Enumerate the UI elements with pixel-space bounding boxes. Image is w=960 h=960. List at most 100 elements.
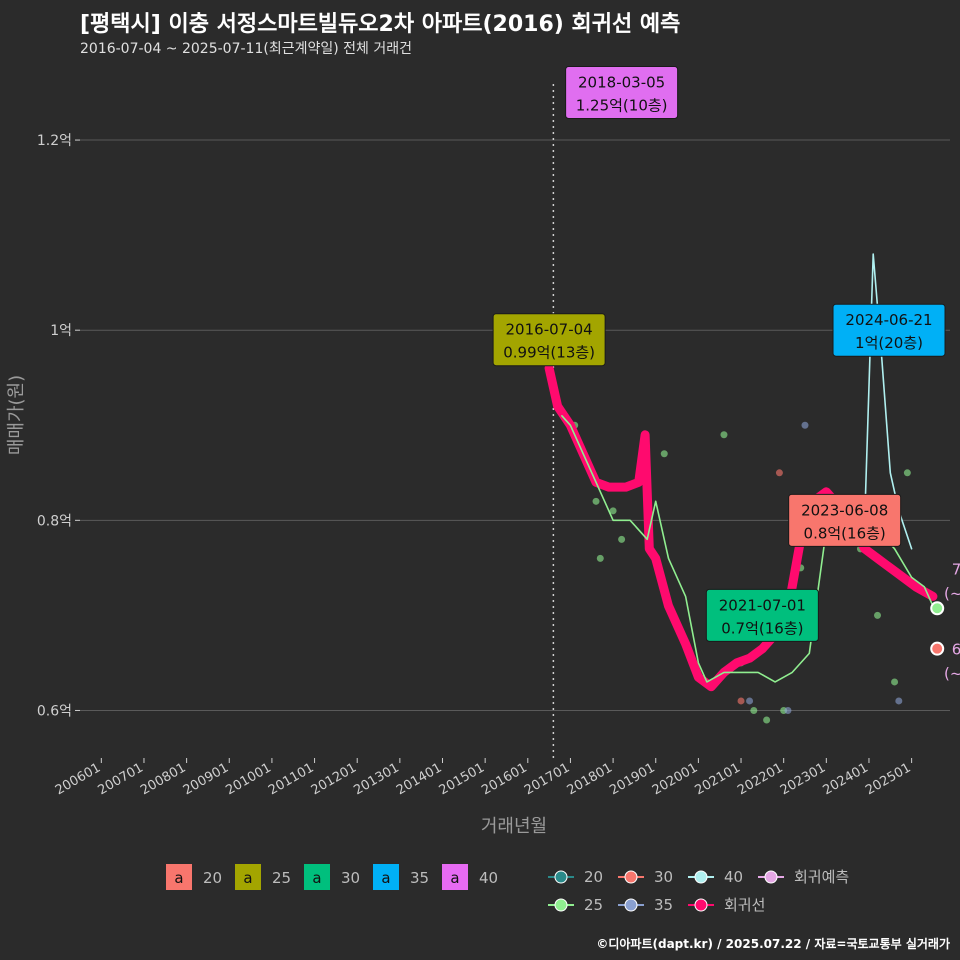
annotation-box [705, 588, 819, 642]
x-tick-label: 200801 [138, 760, 188, 798]
legend-line-text: 30 [654, 868, 673, 886]
chart-title: [평택시] 이충 서정스마트빌듀오2차 아파트(2016) 회귀선 예측 [80, 12, 681, 37]
x-tick-label: 201001 [223, 760, 273, 798]
scatter-point [737, 697, 745, 705]
annotation-label: 2023-06-08 0.8억(16층) [788, 493, 902, 547]
legend-label-swatch [304, 864, 330, 890]
annotation-value: 0.8억(16층) [804, 524, 886, 542]
legend-label-swatch [442, 864, 468, 890]
legend-line-marker [694, 898, 708, 912]
annotation-date: 2023-06-08 [801, 501, 888, 519]
scatter-point [720, 431, 728, 439]
x-tick-label: 200601 [53, 760, 103, 798]
legend-label-text: 35 [410, 869, 429, 887]
scatter-point [609, 507, 617, 515]
scatter-point [592, 497, 600, 505]
x-tick-label: 201701 [522, 760, 572, 798]
annotations: 2018-03-05 1.25억(10층) 2016-07-04 0.99억(13층)… [492, 66, 946, 642]
legend-label-text: 40 [479, 869, 498, 887]
x-axis-title: 거래년월 [481, 816, 547, 837]
x-tick-label: 200701 [95, 760, 145, 798]
x-tick-label: 202501 [863, 760, 913, 798]
legend-label-swatch [373, 864, 399, 890]
annotation-label: 2024-06-21 1억(20층) [832, 303, 946, 357]
prediction-marker [930, 641, 945, 656]
x-tick-label: 201101 [266, 760, 316, 798]
annotation-box [832, 303, 946, 357]
scatter-point [775, 469, 783, 477]
scatter-point [750, 706, 758, 714]
x-tick-label: 200901 [181, 760, 231, 798]
legend-label-glyph: a [381, 869, 390, 887]
legend-label-text: 20 [203, 869, 222, 887]
annotation-date: 2024-06-21 [845, 311, 932, 329]
prediction-marker [930, 601, 945, 616]
prediction-value: 7,075 [952, 560, 960, 578]
legend-line-text: 20 [584, 868, 603, 886]
legend-line-marker [764, 870, 778, 884]
scatter-point [784, 706, 792, 714]
prediction-value: 6,650 [952, 641, 960, 659]
x-tick-label: 201801 [565, 760, 615, 798]
annotation-box [492, 313, 606, 367]
footer-credit: ©디아파트(dapt.kr) / 2025.07.22 / 자료=국토교통부 실… [596, 937, 950, 951]
legend-line-text: 35 [654, 896, 673, 914]
x-tick-label: 202001 [650, 760, 700, 798]
annotation-box [788, 493, 902, 547]
legend-line-text: 회귀선 [724, 896, 765, 914]
legend-line-text: 40 [724, 868, 743, 886]
legend-label-glyph: a [312, 869, 321, 887]
legend-label-text: 30 [341, 869, 360, 887]
prediction-area: (~30㎡) [944, 665, 960, 683]
predictions: 7,075 (~25㎡) 6,650 (~30㎡) [930, 560, 960, 683]
y-tick-label: 1.2억 [37, 133, 72, 149]
annotation-value: 0.99억(13층) [503, 344, 595, 362]
legend-label-swatch [166, 864, 192, 890]
scatter-point [891, 678, 899, 686]
annotation-box [565, 66, 679, 120]
legend-label-text: 25 [272, 869, 291, 887]
series-line-25 [561, 415, 934, 683]
legend-line-text: 회귀예측 [794, 868, 849, 886]
grid-lines [80, 84, 950, 758]
annotation-value: 0.7억(16층) [721, 619, 803, 637]
legend-line-marker [694, 870, 708, 884]
y-axis: 0.6억 0.8억 1억 1.2억 [37, 133, 80, 719]
x-tick-label: 201401 [394, 760, 444, 798]
x-tick-label: 202101 [693, 760, 743, 798]
legend-line-marker [624, 898, 638, 912]
legend-line-marker [554, 898, 568, 912]
scatter-point [895, 697, 903, 705]
legend-line-text: 25 [584, 896, 603, 914]
scatter-point [763, 716, 771, 724]
x-tick-label: 201501 [437, 760, 487, 798]
legend-line-marker [554, 870, 568, 884]
annotation-label: 2018-03-05 1.25억(10층) [565, 66, 679, 120]
x-tick-label: 202301 [778, 760, 828, 798]
legend: a 20 a 25 a 30 a 35 a 40 20 30 40 회귀예측 25 35 회귀선 [166, 864, 849, 914]
legend-label-swatch [235, 864, 261, 890]
y-axis-title: 매매가(원) [6, 375, 27, 455]
legend-line-marker [624, 870, 638, 884]
scatter-point [618, 535, 626, 543]
chart-subtitle: 2016-07-04 ~ 2025-07-11(최근계약일) 전체 거래건 [80, 41, 412, 57]
legend-label-glyph: a [174, 869, 183, 887]
x-tick-label: 201601 [479, 760, 529, 798]
annotation-date: 2018-03-05 [578, 74, 665, 92]
scatter-point [660, 450, 668, 458]
y-tick-label: 0.6억 [37, 703, 72, 719]
annotation-label: 2016-07-04 0.99억(13층) [492, 313, 606, 367]
x-tick-label: 201201 [309, 760, 359, 798]
y-tick-label: 1억 [50, 323, 72, 339]
scatter-point [801, 421, 809, 429]
annotation-date: 2021-07-01 [719, 596, 806, 614]
scatter-point [596, 554, 604, 562]
x-axis: 2006012007012008012009012010012011012012… [53, 758, 914, 798]
annotation-date: 2016-07-04 [506, 321, 593, 339]
x-tick-label: 201301 [351, 760, 401, 798]
prediction-area: (~25㎡) [944, 584, 960, 602]
scatter-point [874, 611, 881, 619]
x-tick-label: 202201 [735, 760, 785, 798]
legend-label-glyph: a [450, 869, 459, 887]
